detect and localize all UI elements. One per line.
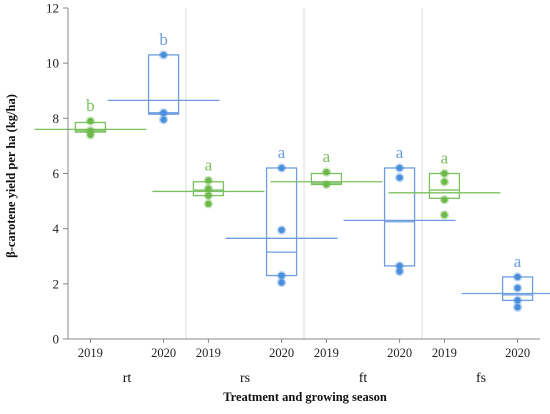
significance-letter: a (205, 155, 213, 174)
season-label-2020: 2020 (505, 346, 530, 360)
mean-line-layer (34, 99, 550, 295)
group-label-rs: rs (240, 371, 250, 386)
season-label-2019: 2019 (432, 346, 457, 360)
data-point (512, 283, 523, 293)
data-point (158, 50, 169, 60)
data-point (512, 272, 523, 282)
significance-letter-layer: b b a a a a a a (86, 30, 522, 271)
data-point (158, 108, 169, 118)
group-label-fs: fs (476, 371, 486, 386)
data-point (512, 302, 523, 312)
data-point (439, 210, 450, 220)
data-point (394, 172, 405, 183)
grid-layer (185, 8, 423, 339)
y-tick-label: 0 (53, 332, 60, 347)
data-point (321, 167, 332, 177)
data-point (276, 225, 287, 235)
data-point (321, 179, 332, 190)
season-label-2019: 2019 (196, 346, 221, 360)
season-label-2020: 2020 (387, 346, 412, 360)
significance-letter: b (86, 96, 95, 115)
data-point (276, 163, 287, 173)
data-point (85, 116, 96, 126)
data-point (439, 168, 450, 179)
data-point (394, 261, 405, 271)
y-axis-label: β-carotene yield per ha (kg/ha) (4, 94, 18, 258)
data-point (203, 190, 214, 201)
box-rs-2020 (265, 167, 298, 277)
y-tick-label: 10 (46, 56, 59, 71)
data-point (203, 199, 214, 209)
box-ft-2020 (383, 167, 416, 267)
significance-letter: a (514, 252, 522, 271)
group-label-rt: rt (123, 371, 132, 386)
point-layer (85, 50, 523, 312)
data-point (203, 175, 214, 186)
data-point (439, 177, 450, 187)
x-axis-label: Treatment and growing season (223, 390, 387, 404)
significance-letter: a (396, 143, 404, 162)
data-point (276, 277, 287, 288)
y-tick-label: 8 (53, 111, 60, 126)
y-tick-label: 6 (53, 166, 60, 181)
y-tick-label: 12 (46, 1, 59, 16)
season-label-2020: 2020 (269, 346, 294, 360)
data-point (276, 270, 287, 281)
data-point (439, 195, 450, 205)
data-point (203, 183, 214, 194)
y-tick-label: 4 (53, 221, 60, 236)
significance-letter: a (323, 147, 331, 166)
season-label-2019: 2019 (314, 346, 339, 360)
data-point (85, 126, 96, 136)
box-rt-2020 (147, 54, 180, 115)
axes-layer: 0 2 4 6 8 10 12 rt 2019 2020 rs 2019 2020 ft 2019 2020 f… (46, 1, 540, 386)
data-point (512, 295, 523, 306)
season-label-2020: 2020 (151, 346, 176, 360)
group-label-ft: ft (359, 371, 368, 386)
significance-letter: a (441, 149, 449, 168)
significance-letter: a (278, 143, 286, 162)
y-tick-label: 2 (53, 276, 60, 291)
season-label-2019: 2019 (78, 346, 103, 360)
data-point (394, 163, 405, 173)
significance-letter: b (159, 30, 168, 49)
data-point (158, 115, 169, 125)
